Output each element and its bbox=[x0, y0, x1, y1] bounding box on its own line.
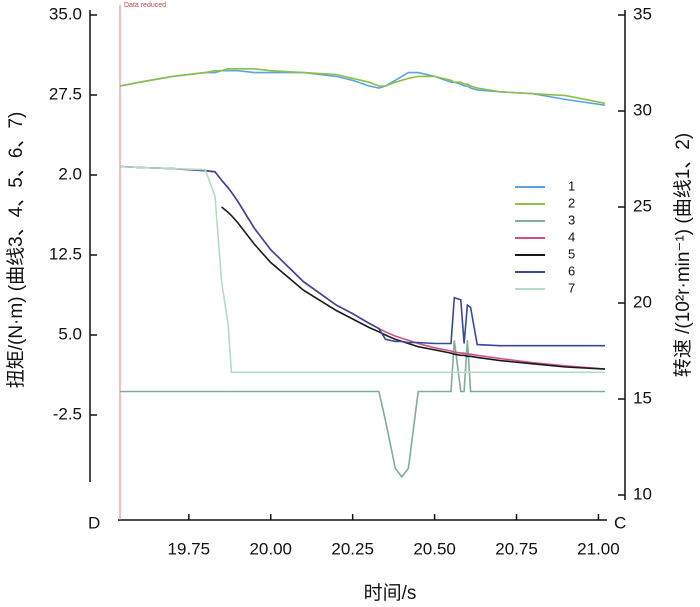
y2-axis-label: 转速 /(10²r·min⁻¹) (曲线1、2) bbox=[672, 133, 694, 377]
series-line bbox=[119, 69, 606, 106]
y2-tick-label: 10 bbox=[633, 484, 652, 503]
x-tick-label: 20.25 bbox=[331, 539, 374, 558]
legend-label: 2 bbox=[568, 195, 575, 210]
corner-label: D bbox=[88, 513, 100, 532]
y-tick-label: 35.0 bbox=[49, 4, 82, 23]
y2-tick-label: 35 bbox=[633, 4, 652, 23]
y-tick-label: 27.5 bbox=[49, 84, 82, 103]
legend-label: 7 bbox=[568, 280, 575, 295]
x-tick-label: 20.50 bbox=[413, 539, 456, 558]
legend-label: 5 bbox=[568, 246, 575, 261]
series-line bbox=[119, 165, 605, 347]
series-line bbox=[120, 340, 605, 479]
series-line bbox=[119, 68, 606, 105]
series-line bbox=[119, 165, 605, 374]
x-tick-label: 20.75 bbox=[495, 539, 538, 558]
x-tick-label: 19.75 bbox=[168, 539, 211, 558]
legend-label: 1 bbox=[568, 178, 575, 193]
y2-tick-label: 20 bbox=[633, 292, 652, 311]
series-line bbox=[221, 206, 606, 370]
legend-label: 3 bbox=[568, 212, 575, 227]
x-tick-label: 20.00 bbox=[249, 539, 292, 558]
y2-tick-label: 25 bbox=[633, 196, 652, 215]
x-tick-label: 21.00 bbox=[577, 539, 620, 558]
y-tick-label: 12.5 bbox=[49, 244, 82, 263]
y-tick-label: 5.0 bbox=[58, 324, 82, 343]
y2-tick-label: 30 bbox=[633, 100, 652, 119]
x-axis-label: 时间/s bbox=[364, 582, 417, 604]
series-line bbox=[119, 165, 606, 370]
y-tick-label: 2.0 bbox=[58, 164, 82, 183]
legend-label: 6 bbox=[568, 263, 575, 278]
legend-label: 4 bbox=[568, 229, 575, 244]
y2-tick-label: 15 bbox=[633, 388, 652, 407]
corner-label: C bbox=[614, 513, 626, 532]
y-tick-label: -2.5 bbox=[53, 404, 82, 423]
y-axis-label: 扭矩/(N·m) (曲线3、4、5、6、7) bbox=[5, 112, 27, 389]
note: Data reduced bbox=[124, 2, 166, 9]
